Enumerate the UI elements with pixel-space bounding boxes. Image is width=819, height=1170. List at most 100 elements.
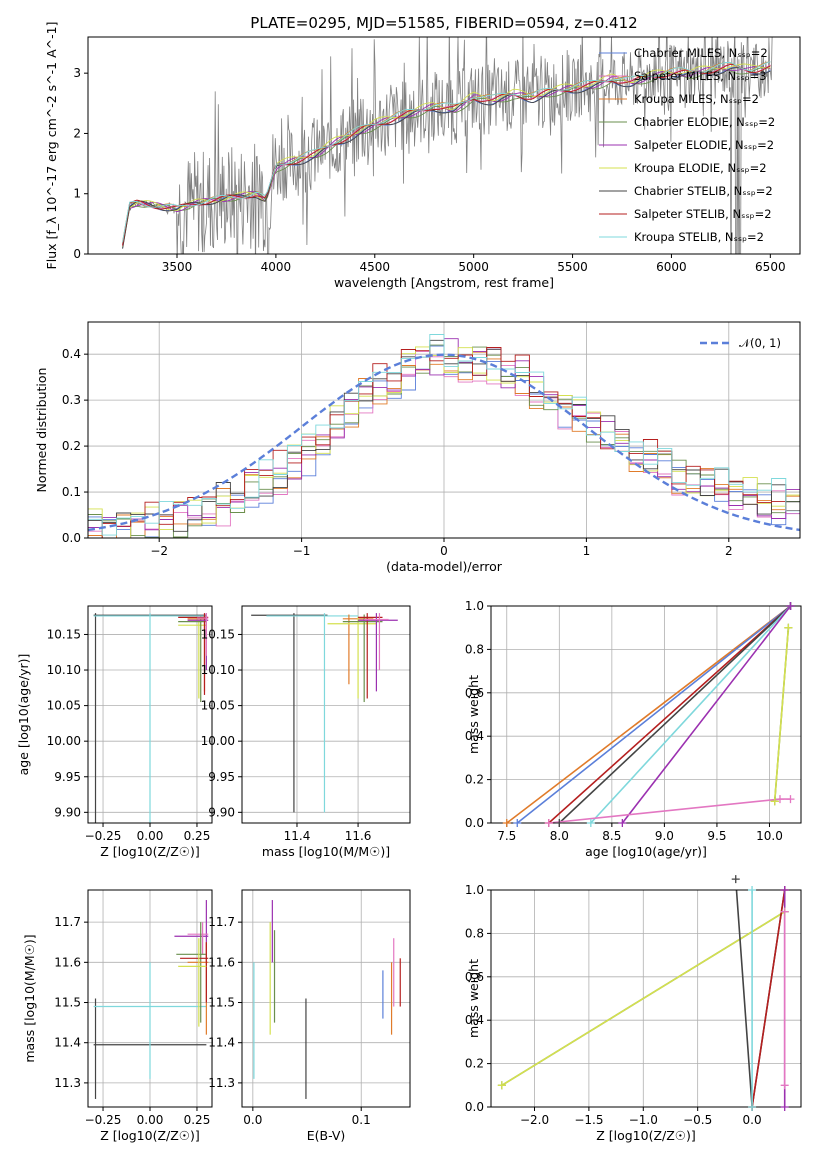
x-tick-label: 3500 bbox=[162, 260, 193, 274]
x-tick-label: 0.25 bbox=[184, 829, 211, 843]
y-tick-label: 10.10 bbox=[201, 663, 235, 677]
legend-entry: Kroupa ELODIE, Nₛₛₚ=2 bbox=[634, 161, 767, 175]
legend-entry: Salpeter STELIB, Nₛₛₚ=2 bbox=[634, 207, 772, 221]
y-axis-label: age [log10(age/yr)] bbox=[16, 654, 31, 776]
y-tick-label: 0.0 bbox=[465, 1100, 484, 1114]
x-tick-label: −1.5 bbox=[574, 1113, 603, 1127]
y-tick-label: 0.6 bbox=[465, 686, 484, 700]
panel-5: −0.25 0.00 0.25 11.3 11.4 11.5 11.6 11.7 Z [log1… bbox=[22, 889, 213, 1143]
x-tick-label: 4000 bbox=[261, 260, 292, 274]
legend-entry: Salpeter MILES, Nₛₛₚ=3 bbox=[634, 69, 767, 83]
residual-histogram-series bbox=[88, 346, 800, 538]
weight-point-marker bbox=[784, 623, 793, 632]
y-tick-label: 0.6 bbox=[465, 970, 484, 984]
x-axis-label: Z [log10(Z/Z☉)] bbox=[100, 1128, 200, 1143]
x-tick-label: 11.4 bbox=[284, 829, 311, 843]
weight-series-line bbox=[621, 606, 792, 823]
weight-point-marker bbox=[780, 1081, 789, 1090]
panel-4: 7.5 8.0 8.5 9.0 9.5 10.0 0.0 0.2 0.4 0.6 0.8 1.0 age… bbox=[465, 599, 802, 859]
y-tick-label: 9.90 bbox=[54, 805, 81, 819]
y-tick-label: 0.2 bbox=[465, 1057, 484, 1071]
y-tick-label: 0.2 bbox=[465, 773, 484, 787]
x-tick-label: 8.0 bbox=[550, 829, 569, 843]
weight-point-marker bbox=[731, 875, 740, 884]
y-tick-label: 10.15 bbox=[47, 627, 81, 641]
plot-area bbox=[251, 613, 398, 813]
weight-series-line bbox=[590, 606, 792, 823]
panel-0: 3500 4000 4500 5000 5500 6000 6500 0 1 2 3 waveleng… bbox=[44, 14, 801, 290]
weight-point-marker bbox=[775, 795, 784, 804]
y-tick-label: 11.5 bbox=[54, 996, 81, 1010]
y-tick-label: 2 bbox=[73, 126, 81, 140]
x-tick-label: 0.0 bbox=[743, 1113, 762, 1127]
y-tick-label: 10.05 bbox=[201, 699, 235, 713]
x-axis-label: E(B-V) bbox=[307, 1128, 346, 1143]
y-tick-label: 9.90 bbox=[208, 805, 235, 819]
x-tick-label: 6500 bbox=[755, 260, 786, 274]
weight-point-marker bbox=[618, 819, 627, 827]
y-axis-label: mass weight bbox=[466, 675, 481, 754]
legend-entry: Chabrier MILES, Nₛₛₚ=2 bbox=[634, 46, 768, 60]
chart-title: PLATE=0295, MJD=51585, FIBERID=0594, z=0… bbox=[250, 14, 637, 32]
x-tick-label: 6000 bbox=[656, 260, 687, 274]
x-axis-label: mass [log10(M/M☉)] bbox=[262, 844, 390, 859]
x-tick-label: 8.5 bbox=[602, 829, 621, 843]
y-tick-label: 10.05 bbox=[47, 699, 81, 713]
y-tick-label: 1.0 bbox=[465, 599, 484, 613]
weight-series-line bbox=[735, 890, 786, 1107]
weight-point-marker bbox=[786, 795, 795, 804]
y-tick-label: 11.6 bbox=[54, 955, 81, 969]
x-tick-label: 5000 bbox=[458, 260, 489, 274]
y-tick-label: 9.95 bbox=[54, 770, 81, 784]
weight-series-line bbox=[548, 606, 792, 823]
x-tick-label: −0.25 bbox=[85, 829, 122, 843]
weight-series-line bbox=[501, 911, 786, 1086]
y-axis-label: Normed distribution bbox=[34, 368, 49, 493]
panel-1: −2 −1 0 1 2 0.0 0.1 0.2 0.3 0.4 (data-model)/error… bbox=[34, 321, 801, 574]
x-tick-label: −1.0 bbox=[629, 1113, 658, 1127]
weight-point-marker bbox=[513, 819, 522, 827]
legend-entry: Kroupa MILES, Nₛₛₚ=2 bbox=[634, 92, 759, 106]
observed-spectrum-line bbox=[122, 37, 773, 254]
weight-point-marker bbox=[748, 886, 757, 894]
model-series-line bbox=[122, 67, 771, 249]
y-tick-label: 0.0 bbox=[62, 531, 81, 545]
x-tick-label: −0.5 bbox=[683, 1113, 712, 1127]
axes-frame bbox=[241, 605, 411, 824]
axes-frame bbox=[490, 605, 802, 824]
legend-entry: Chabrier ELODIE, Nₛₛₚ=2 bbox=[634, 115, 775, 129]
plot-area bbox=[506, 606, 792, 823]
y-tick-label: 1 bbox=[73, 187, 81, 201]
x-tick-label: 0.00 bbox=[137, 829, 164, 843]
y-tick-label: 10.15 bbox=[201, 627, 235, 641]
x-axis-label: age [log10(age/yr)] bbox=[585, 844, 707, 859]
y-tick-label: 1.0 bbox=[465, 883, 484, 897]
weight-series-line bbox=[548, 798, 791, 823]
panel-7: −2.0 −1.5 −1.0 −0.5 0.0 0.0 0.2 0.4 0.6 0.8 1.0 Z [… bbox=[465, 875, 802, 1143]
y-tick-label: 0.8 bbox=[465, 926, 484, 940]
weight-series-line bbox=[751, 890, 786, 1107]
plot-area bbox=[88, 334, 800, 538]
weight-point-marker bbox=[786, 602, 795, 610]
y-axis-label: mass weight bbox=[466, 959, 481, 1038]
residual-histogram-series bbox=[88, 334, 800, 536]
x-tick-label: 10.0 bbox=[756, 829, 783, 843]
panel-3: 11.4 11.6 9.90 9.95 10.00 10.05 10.10 10.15 mass… bbox=[201, 605, 411, 859]
plot-area bbox=[501, 890, 786, 1107]
x-tick-label: 1 bbox=[583, 544, 591, 558]
plot-area bbox=[93, 900, 209, 1099]
y-tick-label: 11.7 bbox=[54, 915, 81, 929]
y-axis-label: Flux [f_λ 10^-17 erg cm^-2 s^-1 A^-1] bbox=[44, 22, 59, 270]
x-tick-label: 0.1 bbox=[352, 1113, 371, 1127]
model-series-line bbox=[122, 61, 771, 243]
x-axis-label: Z [log10(Z/Z☉)] bbox=[100, 844, 200, 859]
axes-frame bbox=[241, 889, 411, 1108]
weight-point-marker bbox=[555, 819, 564, 827]
x-axis-label: wavelength [Angstrom, rest frame] bbox=[334, 275, 554, 290]
y-tick-label: 11.6 bbox=[208, 955, 235, 969]
y-tick-label: 11.7 bbox=[208, 915, 235, 929]
x-tick-label: −1 bbox=[293, 544, 311, 558]
x-tick-label: 9.5 bbox=[707, 829, 726, 843]
x-tick-label: 4500 bbox=[360, 260, 391, 274]
